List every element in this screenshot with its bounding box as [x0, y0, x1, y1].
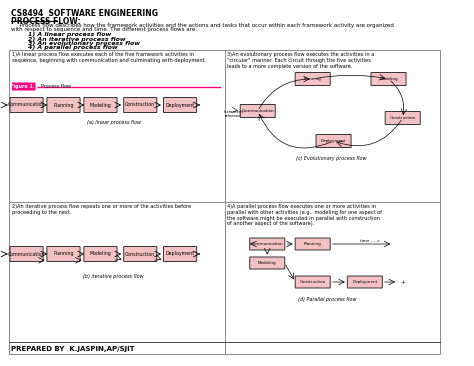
- FancyBboxPatch shape: [12, 82, 36, 90]
- Text: 2) An iterative process flow: 2) An iterative process flow: [11, 37, 126, 41]
- Text: (b) iterative process flow: (b) iterative process flow: [83, 274, 144, 279]
- Text: Communication: Communication: [251, 242, 283, 246]
- FancyBboxPatch shape: [316, 134, 351, 147]
- Text: 4)A parallel process flow executes one or more activities in
parallel with other: 4)A parallel process flow executes one o…: [228, 204, 383, 227]
- FancyBboxPatch shape: [47, 97, 80, 112]
- Text: Modeling: Modeling: [90, 102, 111, 108]
- FancyBboxPatch shape: [84, 97, 117, 112]
- Text: Communication: Communication: [8, 251, 46, 257]
- Text: (a) linear process flow: (a) linear process flow: [87, 120, 141, 125]
- Text: Planning: Planning: [304, 77, 321, 81]
- Text: Deployment: Deployment: [165, 102, 195, 108]
- FancyBboxPatch shape: [250, 238, 285, 250]
- Text: Communication: Communication: [8, 102, 46, 108]
- Text: with respect to sequence and time. The different process flows are:: with respect to sequence and time. The d…: [11, 27, 198, 33]
- FancyBboxPatch shape: [347, 276, 383, 288]
- FancyBboxPatch shape: [385, 112, 420, 124]
- FancyBboxPatch shape: [295, 72, 330, 86]
- Text: 1)A linear process flow executes each of the five framework activities in
sequen: 1)A linear process flow executes each of…: [12, 52, 207, 63]
- Text: Process flow describes how the framework activities and the actions and tasks th: Process flow describes how the framework…: [11, 23, 394, 28]
- FancyBboxPatch shape: [164, 246, 197, 261]
- FancyBboxPatch shape: [84, 246, 117, 261]
- Text: Figure 1.1: Figure 1.1: [9, 84, 38, 89]
- Text: Increment
released: Increment released: [223, 110, 243, 118]
- Text: 2)An iterative process flow repeats one or more of the activities before
proceed: 2)An iterative process flow repeats one …: [12, 204, 191, 215]
- FancyBboxPatch shape: [240, 105, 275, 117]
- Text: 4) A parallel process flow: 4) A parallel process flow: [11, 45, 118, 51]
- Text: PREPARED BY  K.JASPIN,AP/SJIT: PREPARED BY K.JASPIN,AP/SJIT: [11, 346, 135, 352]
- Text: (d) Parallel process flow: (d) Parallel process flow: [298, 297, 356, 302]
- Text: Deployment: Deployment: [352, 280, 377, 284]
- Text: Deployment: Deployment: [165, 251, 195, 257]
- Text: (c) Evolutionary process flow: (c) Evolutionary process flow: [296, 156, 367, 161]
- Text: PROCESS FLOW:: PROCESS FLOW:: [11, 17, 81, 26]
- FancyBboxPatch shape: [295, 276, 330, 288]
- Text: +: +: [400, 280, 405, 284]
- Text: Construction: Construction: [390, 116, 416, 120]
- FancyBboxPatch shape: [164, 97, 197, 112]
- Text: Construction: Construction: [125, 102, 155, 108]
- Text: time ---->: time ---->: [359, 239, 380, 243]
- FancyBboxPatch shape: [10, 97, 43, 112]
- FancyBboxPatch shape: [250, 257, 285, 269]
- Text: Communication: Communication: [241, 109, 274, 113]
- Text: Planning: Planning: [53, 102, 74, 108]
- Text: Process flow: Process flow: [38, 84, 71, 89]
- Text: Modeling: Modeling: [258, 261, 276, 265]
- FancyBboxPatch shape: [295, 238, 330, 250]
- FancyBboxPatch shape: [124, 246, 157, 261]
- Text: 3)An evolutionary process flow executes the activities in a
"circular" manner. E: 3)An evolutionary process flow executes …: [228, 52, 374, 68]
- Text: 1) A linear process flow: 1) A linear process flow: [11, 32, 111, 37]
- Text: Modeling: Modeling: [379, 77, 398, 81]
- Bar: [9, 50, 440, 354]
- FancyBboxPatch shape: [124, 97, 157, 112]
- Text: CS8494  SOFTWARE ENGINEERING: CS8494 SOFTWARE ENGINEERING: [11, 9, 158, 18]
- Text: Construction: Construction: [125, 251, 155, 257]
- Text: 3) An evolutionary process flow: 3) An evolutionary process flow: [11, 41, 140, 46]
- FancyBboxPatch shape: [371, 72, 406, 86]
- FancyBboxPatch shape: [47, 246, 80, 261]
- Text: Construction: Construction: [300, 280, 326, 284]
- Text: Deployment: Deployment: [321, 139, 346, 143]
- Text: Modeling: Modeling: [90, 251, 111, 257]
- Text: Planning: Planning: [53, 251, 74, 257]
- FancyBboxPatch shape: [10, 246, 43, 261]
- Text: Planning: Planning: [304, 242, 321, 246]
